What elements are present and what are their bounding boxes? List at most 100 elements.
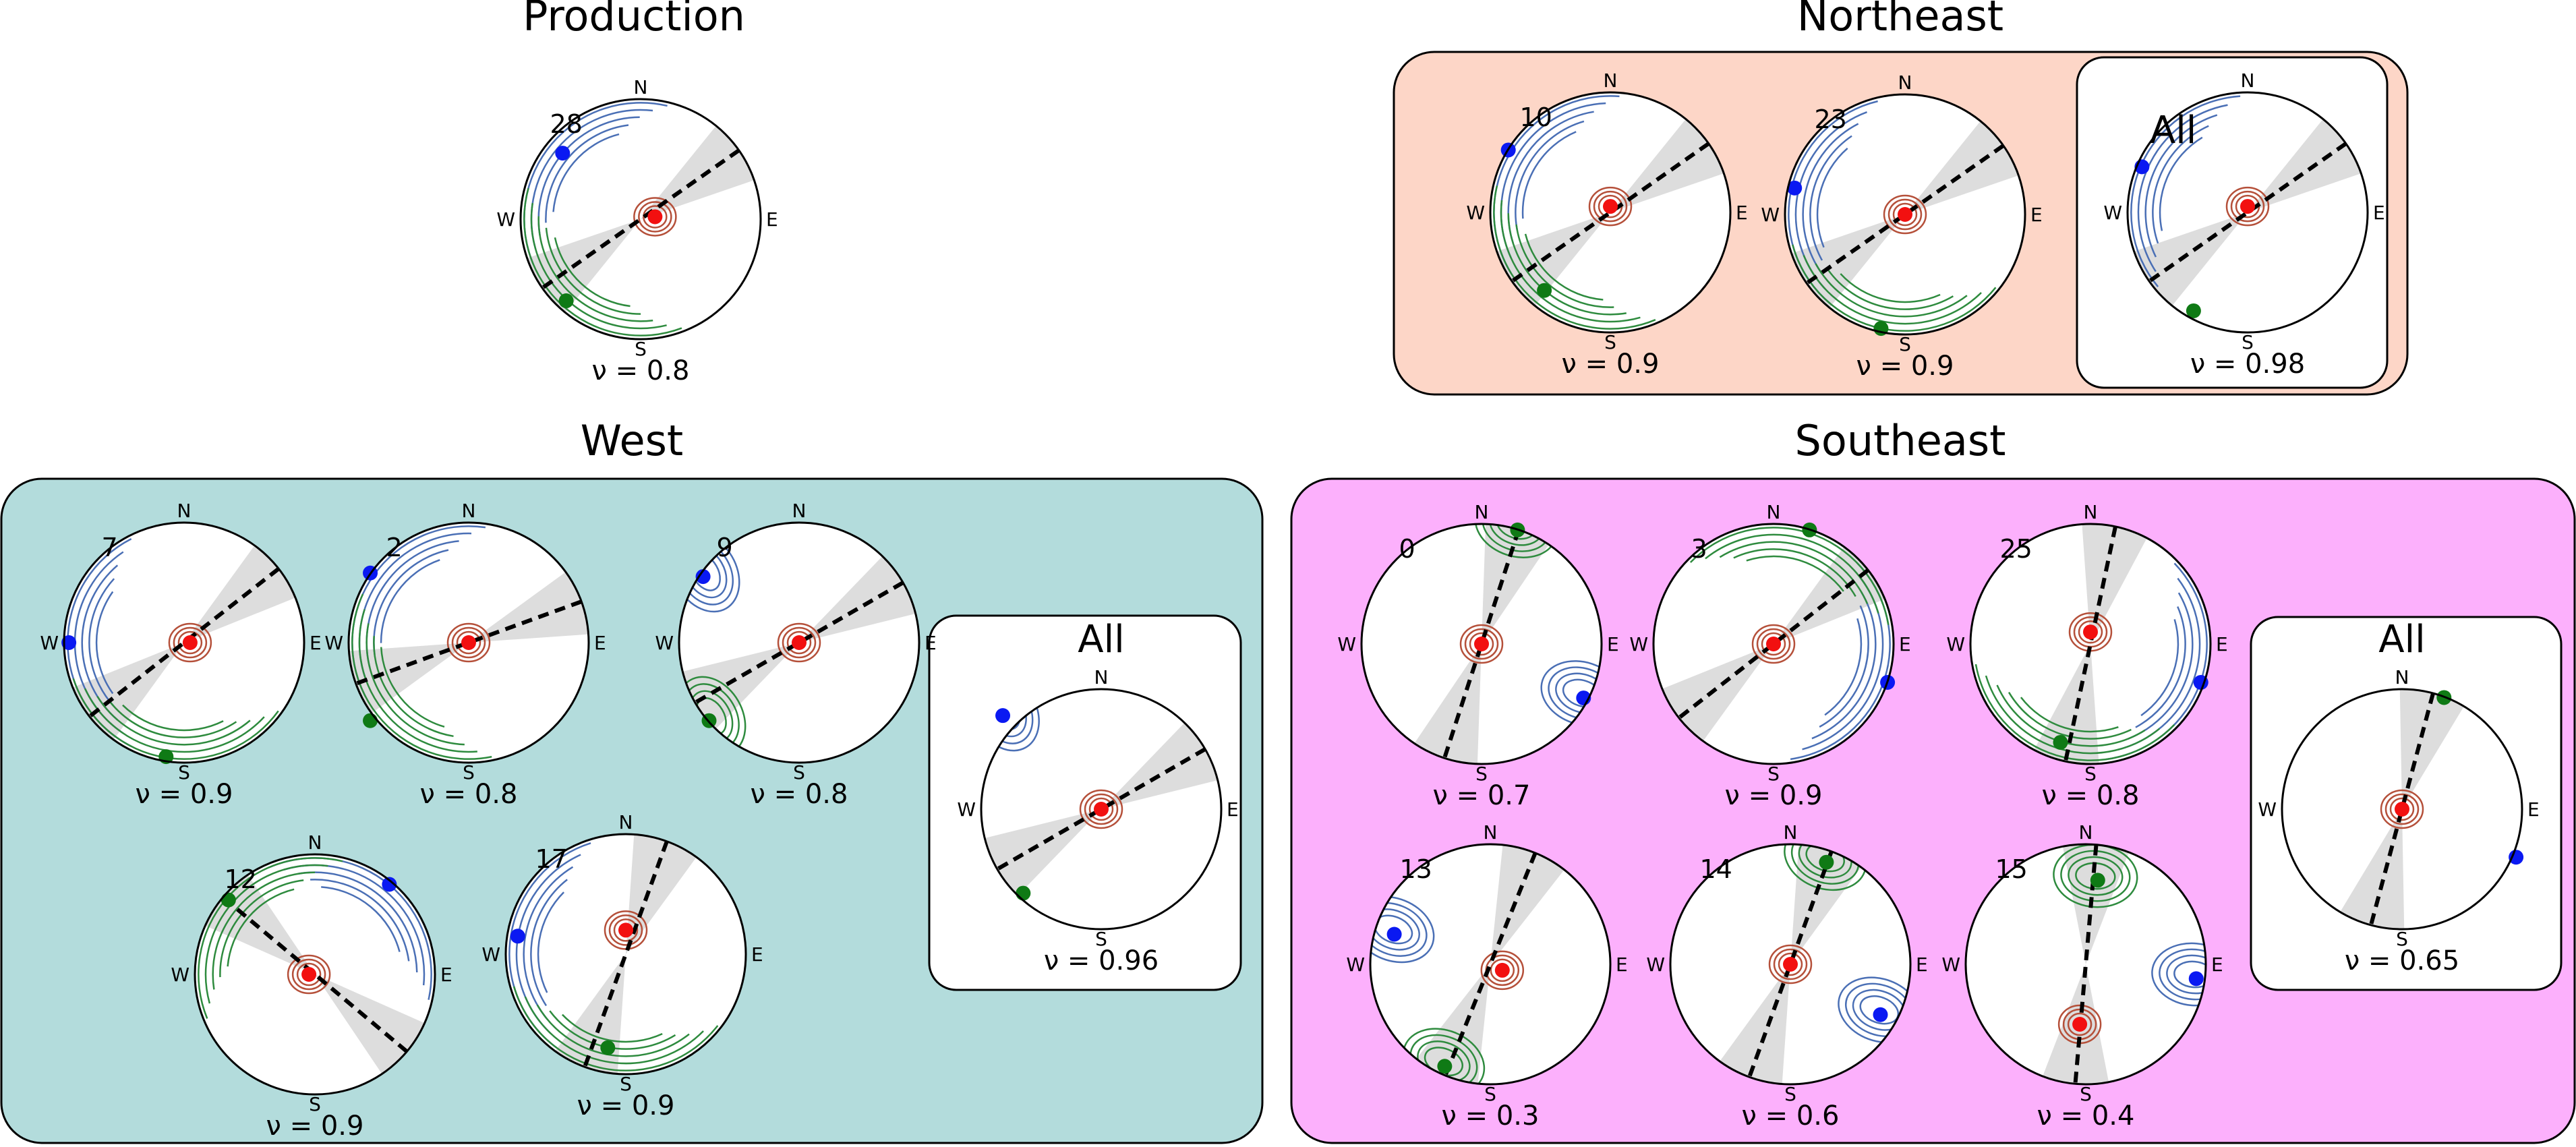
red-pole-dot: [792, 635, 807, 650]
net-outline: [1669, 843, 1912, 1086]
blue-pole-dot: [2188, 971, 2204, 987]
nu-value-label: ν = 0.9: [136, 779, 233, 810]
confidence-sector: [2080, 524, 2159, 644]
red-pole-dot: [1766, 637, 1781, 651]
blue-contour: [2144, 114, 2218, 258]
red-contour: [2230, 190, 2265, 223]
compass-n-label: N: [1604, 69, 1618, 92]
production-title: Production: [523, 0, 745, 40]
red-contour: [1778, 952, 1803, 976]
compass-s-label: S: [1475, 763, 1488, 785]
red-contour: [1773, 948, 1808, 980]
stereonet-label: All: [2150, 109, 2196, 152]
red-contour: [638, 201, 672, 233]
blue-pole-dot: [382, 877, 397, 892]
blue-pole-dot: [510, 929, 525, 944]
green-contour: [2068, 856, 2124, 896]
blue-pole-dot: [1873, 1007, 1888, 1022]
red-contour: [1751, 624, 1796, 664]
green-pole-dot: [2053, 734, 2068, 750]
compass-e-label: E: [1736, 202, 1748, 224]
red-contour: [1892, 202, 1918, 227]
confidence-sector: [2034, 964, 2113, 1084]
red-contour: [296, 962, 322, 987]
red-contour: [1768, 944, 1813, 984]
blue-contour: [523, 866, 574, 1020]
net-outline: [1964, 843, 2207, 1086]
green-contour: [554, 237, 631, 307]
red-pole-dot: [647, 209, 663, 225]
red-pole-dot: [461, 635, 476, 650]
blue-contour: [1824, 618, 1863, 716]
northeast-title: Northeast: [1797, 0, 2003, 40]
nu-value-label: ν = 0.9: [1562, 349, 1660, 380]
blue-contour: [373, 549, 449, 655]
blue-contour: [88, 578, 115, 707]
dashed-trend-line: [355, 599, 583, 686]
dashed-trend-line: [694, 581, 904, 705]
compass-n-label: N: [619, 811, 633, 833]
compass-s-label: S: [793, 761, 805, 784]
red-contour: [2067, 1012, 2092, 1036]
blue-pole-dot: [695, 569, 711, 585]
blue-contour: [1548, 666, 1602, 720]
compass-w-label: W: [1646, 953, 1665, 976]
red-pole-dot: [1898, 207, 1912, 222]
compass-w-label: W: [40, 632, 59, 654]
blue-contour: [297, 871, 418, 972]
red-contour: [2380, 789, 2424, 829]
stereonet-label: 3: [1691, 534, 1707, 564]
compass-s-label: S: [1899, 333, 1911, 355]
compass-n-label: N: [308, 831, 322, 854]
blue-contour: [1816, 148, 1848, 248]
net-outline: [1784, 93, 2026, 336]
blue-pole-dot: [1787, 180, 1803, 196]
red-contour: [633, 197, 677, 237]
blue-pole-dot: [995, 708, 1011, 724]
compass-s-label: S: [2080, 1083, 2092, 1105]
green-contour: [1705, 533, 1879, 614]
compass-n-label: N: [1898, 71, 1912, 94]
dashed-trend-line: [88, 567, 281, 718]
green-pole-dot: [600, 1040, 616, 1055]
nu-value-label: ν = 0.9: [577, 1090, 675, 1121]
green-contour: [109, 701, 237, 738]
green-pole-dot: [221, 892, 236, 908]
west-title: West: [581, 416, 683, 465]
dashed-trend-line: [1747, 850, 1834, 1078]
compass-s-label: S: [463, 761, 475, 784]
red-contour: [1593, 190, 1628, 223]
green-contour: [545, 227, 641, 315]
red-pole-dot: [301, 967, 317, 982]
red-contour: [2384, 793, 2420, 825]
red-contour: [173, 626, 208, 659]
compass-w-label: W: [1946, 633, 1965, 655]
confidence-sector: [2022, 644, 2101, 764]
dashed-trend-line: [2369, 693, 2435, 926]
compass-s-label: S: [1095, 928, 1107, 950]
compass-e-label: E: [2030, 204, 2043, 226]
compass-e-label: E: [310, 632, 322, 654]
stereonet-label: 13: [1399, 854, 1432, 884]
nu-value-label: ν = 0.8: [420, 779, 518, 810]
red-contour: [446, 622, 491, 663]
stereonet-southeast-all: N S E W All ν = 0.65: [2258, 618, 2539, 976]
red-contour: [1588, 186, 1633, 227]
dashed-trend-line: [1442, 529, 1521, 759]
green-pole-dot: [2090, 873, 2105, 888]
compass-e-label: E: [594, 632, 606, 654]
blue-contour: [2151, 942, 2206, 1007]
green-contour: [96, 695, 251, 746]
stereonet-label: All: [1078, 618, 1124, 661]
compass-w-label: W: [496, 208, 515, 231]
compass-n-label: N: [2079, 821, 2093, 844]
blue-contour: [1370, 895, 1435, 964]
green-contour: [1798, 844, 1852, 879]
compass-w-label: W: [1337, 633, 1356, 655]
blue-contour: [2140, 619, 2179, 717]
red-pole-dot: [2395, 802, 2409, 817]
dashed-trend-line: [1443, 852, 1538, 1077]
stereonet-southeast-15: N S E W 15 ν = 0.4: [1941, 821, 2223, 1131]
stereonet-label: 0: [1399, 534, 1415, 564]
green-pole-dot: [1016, 885, 1031, 901]
